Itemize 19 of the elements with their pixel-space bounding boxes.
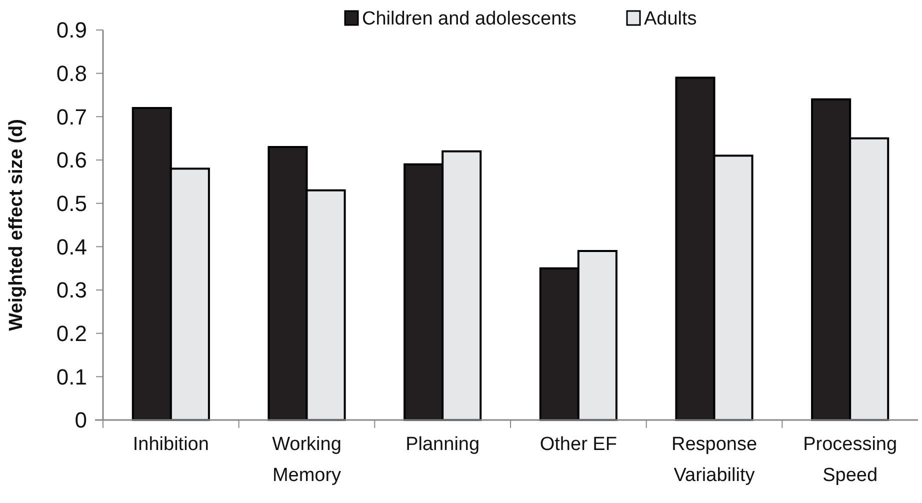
y-tick-label: 0.2: [56, 321, 87, 346]
x-tick-label: Inhibition: [132, 434, 209, 455]
legend-label: Children and adolescents: [362, 8, 576, 30]
y-tick-label: 0.9: [56, 18, 87, 43]
y-tick-label: 0.1: [56, 364, 87, 390]
y-tick-label: 0.4: [56, 234, 87, 260]
x-tick-label: Other EF: [540, 434, 617, 455]
y-tick-label: 0: [74, 408, 87, 433]
y-tick-label: 0.7: [56, 104, 87, 130]
x-tick-label: Working Memory: [272, 434, 342, 486]
legend-label: Adults: [644, 8, 697, 30]
y-tick-label: 0.8: [56, 61, 87, 86]
y-tick-label: 0.6: [56, 148, 87, 173]
x-tick-label: Planning: [406, 434, 480, 455]
x-tick-label: Response Variability: [671, 434, 758, 486]
y-axis-title: Weighted effect size (d): [6, 119, 27, 331]
y-tick-label: 0.3: [56, 278, 87, 303]
y-tick-label: 0.5: [56, 191, 87, 216]
x-tick-label: Processing Speed: [803, 434, 898, 486]
